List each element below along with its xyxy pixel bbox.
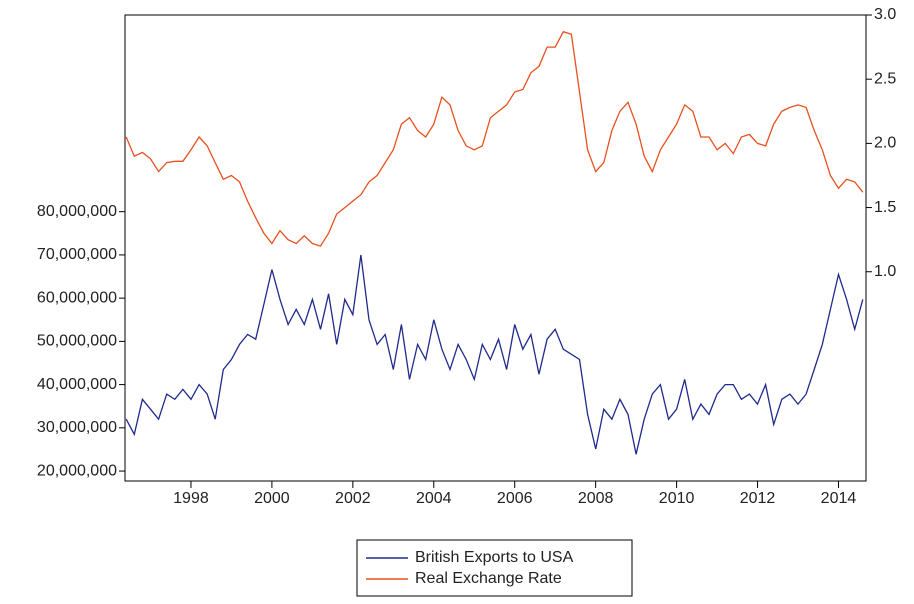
y-tick-label: 60,000,000 [37, 289, 117, 306]
y2-tick-label: 1.0 [874, 263, 896, 280]
x-tick-label: 2010 [659, 490, 695, 507]
x-tick-label: 2008 [578, 490, 614, 507]
y-tick-label: 50,000,000 [37, 333, 117, 350]
y2-tick-label: 2.5 [874, 70, 896, 87]
y-tick-label: 20,000,000 [37, 462, 117, 479]
x-tick-label: 2012 [740, 490, 776, 507]
series-line [125, 254, 864, 455]
x-tick-label: 2004 [416, 490, 452, 507]
x-tick-label: 2014 [821, 490, 857, 507]
x-tick-label: 2006 [497, 490, 533, 507]
y2-tick-label: 2.0 [874, 135, 896, 152]
legend-label: British Exports to USA [415, 549, 574, 566]
y-tick-label: 70,000,000 [37, 246, 117, 263]
x-tick-label: 1998 [173, 490, 209, 507]
y-tick-label: 30,000,000 [37, 419, 117, 436]
y2-tick-label: 3.0 [874, 6, 896, 23]
y-tick-label: 80,000,000 [37, 203, 117, 220]
legend-box [356, 539, 633, 597]
plot-frame [124, 14, 867, 482]
legend-label: Real Exchange Rate [415, 570, 562, 587]
y2-tick-label: 1.5 [874, 199, 896, 216]
y-tick-label: 40,000,000 [37, 376, 117, 393]
x-tick-label: 2000 [254, 490, 290, 507]
series-line [125, 30, 864, 247]
x-tick-label: 2002 [335, 490, 371, 507]
